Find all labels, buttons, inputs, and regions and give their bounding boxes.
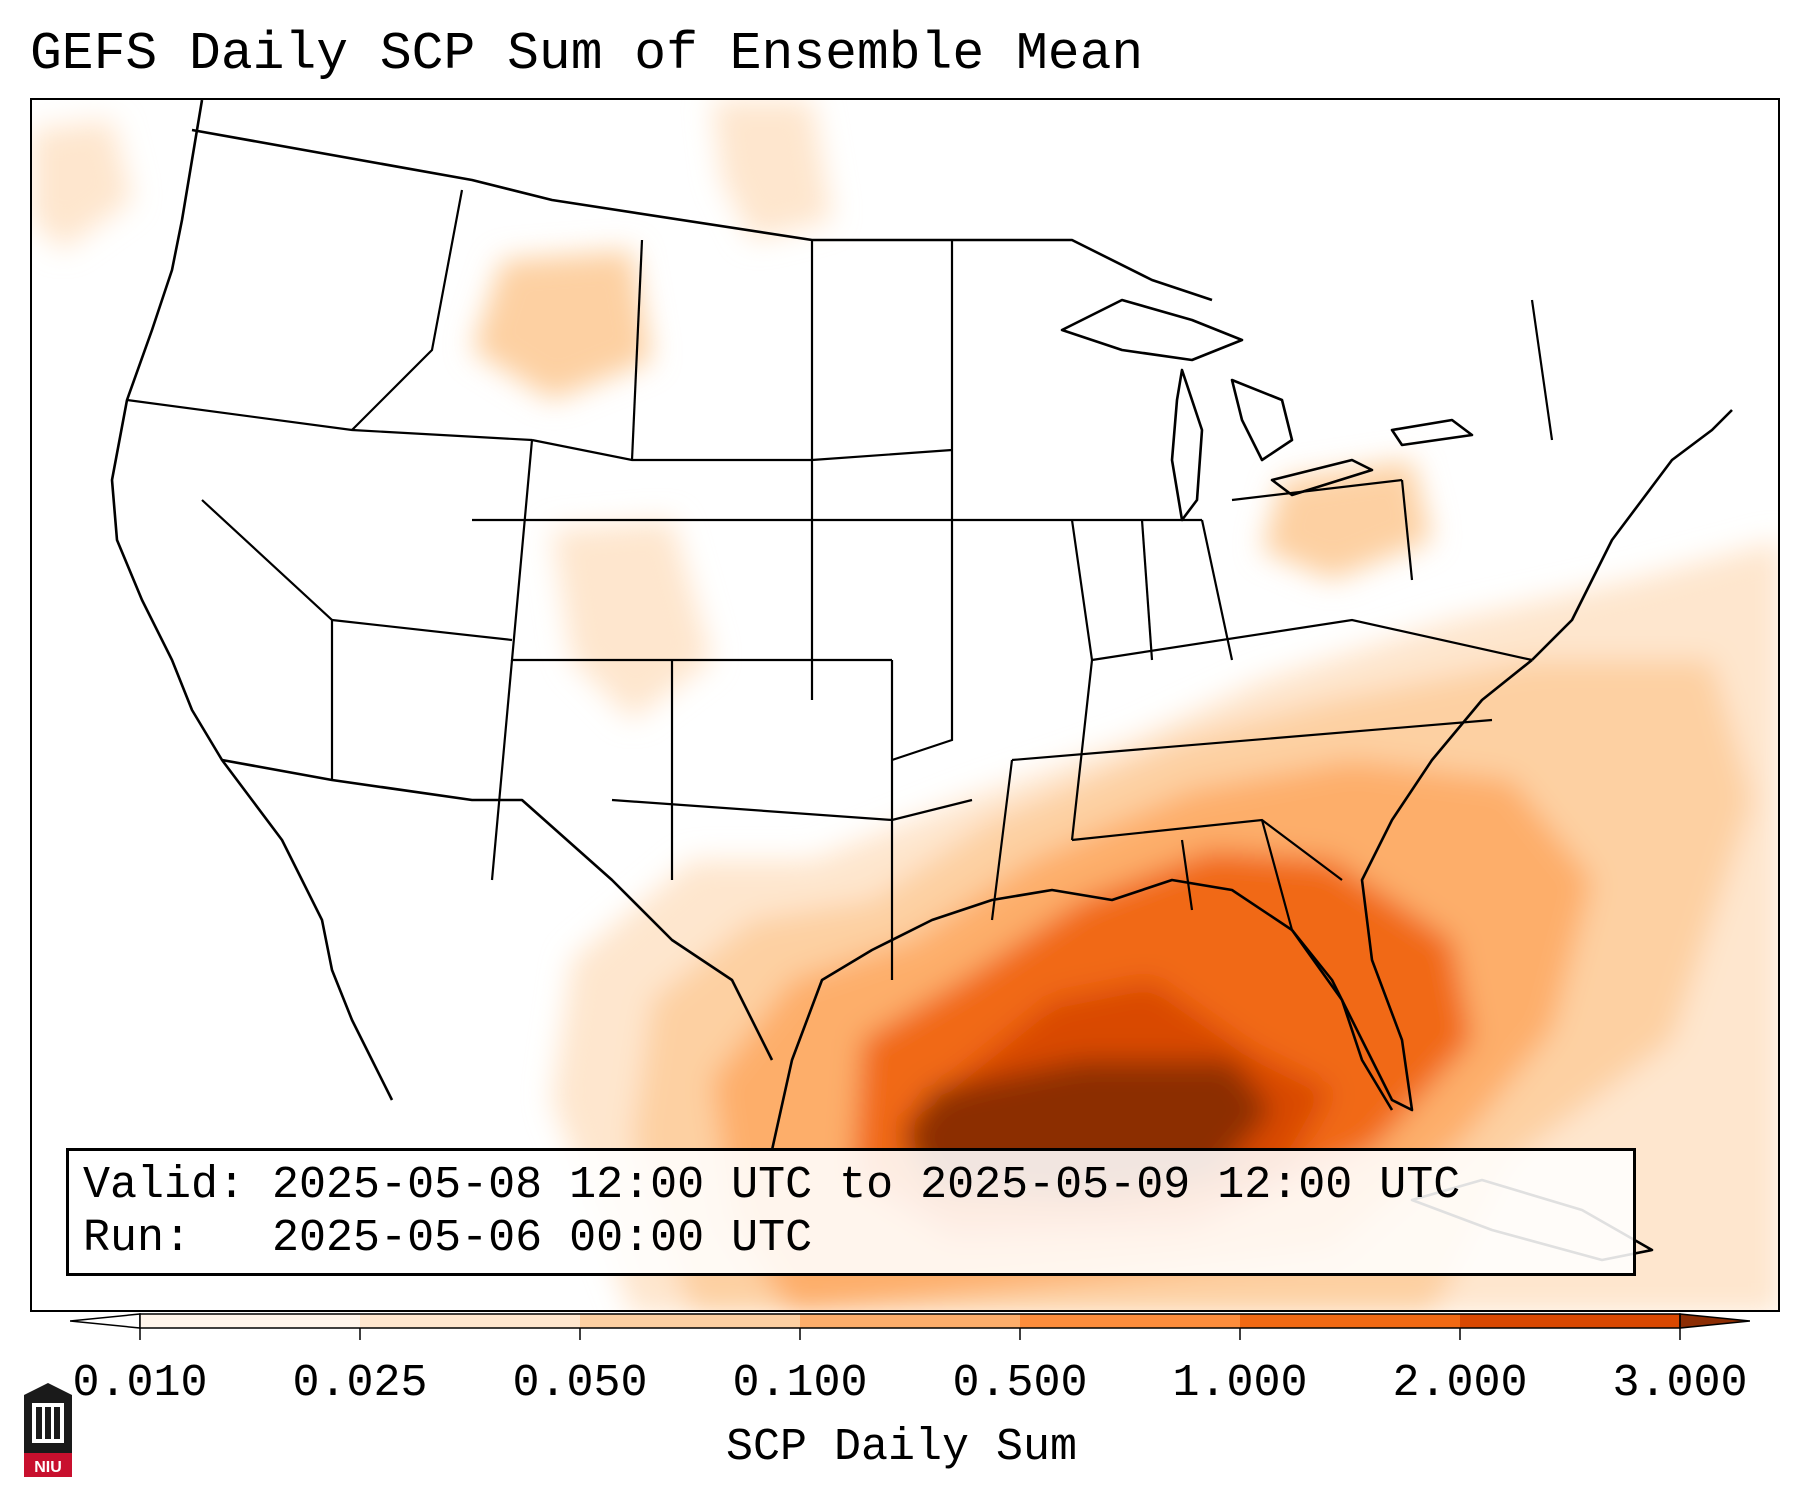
gulf-coastline (770, 658, 1533, 1151)
colorbar-svg (69, 1313, 1751, 1340)
colorbar-outline (139, 1313, 1681, 1329)
scp-area-nwcorner (32, 120, 132, 250)
colorbar-segment (1240, 1314, 1461, 1328)
colorbar-tick-label: 1.000 (1172, 1358, 1308, 1409)
niu-logo: NIU (20, 1383, 76, 1484)
atlantic-coastline (1531, 409, 1733, 661)
state-borders (126, 189, 1554, 980)
lake-ontario (1390, 418, 1474, 447)
canada-border (191, 128, 1213, 302)
run-row: Run: 2025-05-06 00:00 UTC (83, 1212, 1619, 1265)
colorbar-tick-label: 0.050 (512, 1358, 648, 1409)
valid-label: Valid: (83, 1160, 246, 1211)
logo-text: NIU (34, 1459, 62, 1476)
map-title: GEFS Daily SCP Sum of Ensemble Mean (30, 24, 1144, 84)
colorbar-tick-label: 0.100 (732, 1358, 868, 1409)
coastlines-and-borders (110, 100, 1733, 1262)
scp-area-colorado (552, 520, 712, 720)
mexico-border (221, 758, 774, 1061)
lake-superior (1060, 298, 1244, 362)
niu-logo-icon: NIU (24, 1383, 72, 1477)
colorbar-tick-label: 0.010 (72, 1358, 208, 1409)
lake-huron (1230, 378, 1294, 462)
colorbar-segment (580, 1314, 801, 1328)
scp-area-dakota (712, 100, 832, 240)
colorbar-segment (360, 1314, 581, 1328)
colorbar-min-extension (69, 1313, 141, 1329)
colorbar-segment (1460, 1314, 1681, 1328)
valid-value: 2025-05-08 12:00 UTC to 2025-05-09 12:00… (272, 1160, 1461, 1211)
colorbar-max-extension (1679, 1313, 1751, 1329)
colorbar-segment (800, 1314, 1021, 1328)
scp-area-montana (472, 250, 652, 400)
lake-michigan (1170, 368, 1204, 522)
colorbar-tick-label: 0.025 (292, 1358, 428, 1409)
colorbar-label: SCP Daily Sum (725, 1422, 1078, 1473)
valid-row: Valid: 2025-05-08 12:00 UTC to 2025-05-0… (83, 1159, 1619, 1212)
run-label: Run: (83, 1213, 192, 1264)
validity-info-box: Valid: 2025-05-08 12:00 UTC to 2025-05-0… (66, 1148, 1636, 1276)
pacific-coastline (110, 100, 394, 1101)
florida-peninsula (1290, 929, 1394, 1111)
colorbar-tick-label: 2.000 (1392, 1358, 1528, 1409)
scp-shading (32, 100, 1778, 1310)
map-panel (30, 98, 1780, 1312)
colorbar-tick-label: 0.500 (952, 1358, 1088, 1409)
colorbar-segment (140, 1314, 361, 1328)
colorbar-tick-label: 3.000 (1612, 1358, 1748, 1409)
scp-map (32, 100, 1778, 1310)
colorbar-segment (1020, 1314, 1241, 1328)
colorbar (69, 1310, 1751, 1363)
lake-erie (1270, 458, 1374, 497)
run-value: 2025-05-06 00:00 UTC (272, 1213, 813, 1264)
